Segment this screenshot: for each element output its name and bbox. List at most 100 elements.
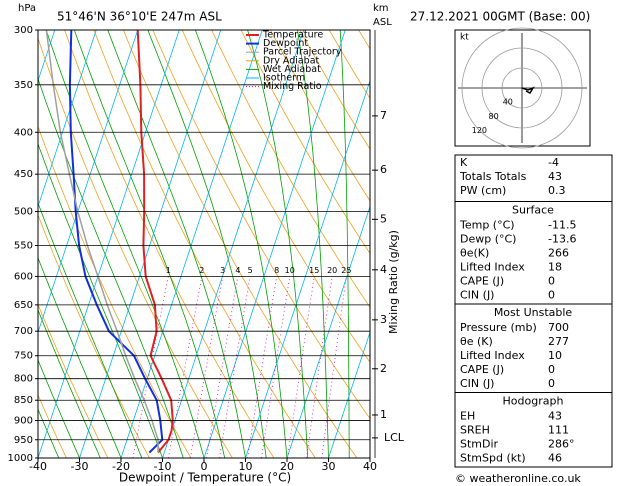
y-tick-label: 800 (14, 374, 33, 385)
wet-adiabat (38, 408, 60, 458)
x-tick-label: -10 (154, 460, 172, 473)
mixing-ratio-line (168, 276, 203, 458)
wet-adiabat (38, 77, 184, 458)
isotherm (245, 79, 370, 458)
index-value: 0 (548, 363, 555, 376)
profile-line (136, 30, 174, 454)
x-tick-label: -40 (29, 460, 47, 473)
legend-label: Isotherm (263, 73, 305, 84)
mixing-ratio-label: 8 (274, 266, 279, 275)
lcl-label: LCL (384, 431, 405, 444)
height-tick-label: 6 (380, 163, 387, 176)
height-tick-label: 3 (380, 313, 387, 326)
index-section (454, 303, 613, 393)
y-tick-label: 550 (14, 240, 33, 251)
mixing-ratio-line (321, 276, 347, 458)
asl-unit: ASL (373, 17, 392, 28)
index-value: 10 (548, 349, 562, 362)
x-tick-label: 10 (239, 460, 253, 473)
height-tick-label: 7 (380, 109, 387, 122)
index-value: 0 (548, 289, 555, 302)
x-tick-label: -20 (112, 460, 130, 473)
index-value: 286° (548, 438, 575, 451)
dry-adiabat (299, 30, 370, 150)
isotherm (79, 30, 222, 458)
wet-adiabat (38, 308, 101, 458)
index-value: 0 (548, 377, 555, 390)
isotherm (203, 30, 346, 458)
plot-frame (37, 29, 371, 459)
index-value: 0 (548, 275, 555, 288)
legend-label: Mixing Ratio (263, 81, 322, 92)
index-section (454, 201, 613, 305)
y-tick-label: 850 (14, 395, 33, 406)
mixing-ratio-label: 4 (235, 266, 240, 275)
y-tick-label: 350 (14, 80, 33, 91)
index-label: Temp (°C) (459, 219, 515, 232)
legend-label: Temperature (262, 30, 323, 41)
dry-adiabat (38, 394, 67, 458)
x-axis-title: Dewpoint / Temperature (°C) (119, 471, 291, 485)
mixing-ratio-label: 25 (341, 266, 351, 275)
isotherm (0, 30, 13, 458)
index-label: PW (cm) (460, 184, 506, 197)
index-value: 277 (548, 335, 569, 348)
index-label: Pressure (mb) (460, 321, 537, 334)
y-tick-label: 500 (14, 207, 33, 218)
profiles (45, 30, 174, 454)
index-section-title: Surface (512, 204, 554, 217)
y-tick-label: 400 (14, 127, 33, 138)
index-section (454, 154, 613, 202)
index-label: EH (460, 410, 475, 423)
hodograph-unit: kt (460, 33, 469, 43)
index-label: K (460, 156, 468, 169)
index-value: 43 (548, 410, 562, 423)
legend-label: Parcel Trajectory (263, 47, 342, 58)
index-value: 0.3 (548, 184, 566, 197)
mixing-ratio-line (132, 276, 169, 458)
mixing-ratio-line (219, 276, 251, 458)
wet-adiabat (74, 30, 226, 458)
index-value: -13.6 (548, 233, 576, 246)
hodograph-ring-label: 40 (503, 98, 513, 107)
isotherm (286, 205, 370, 458)
dry-adiabat (38, 37, 233, 458)
mixing-ratio-label: 2 (199, 266, 204, 275)
mixing-ratio-label: 1 (166, 266, 171, 275)
background-lines (0, 30, 370, 458)
index-label: StmDir (460, 438, 499, 451)
y2-axis-title: Mixing Ratio (g/kg) (387, 230, 400, 334)
index-label: θe (K) (460, 335, 493, 348)
hpa-unit: hPa (18, 3, 36, 14)
mixing-ratio-label: 5 (248, 266, 253, 275)
index-label: StmSpd (kt) (460, 452, 526, 465)
isotherm (38, 30, 97, 208)
dry-adiabat (211, 30, 370, 308)
index-section-title: Most Unstable (494, 306, 573, 319)
x-tick-label: 0 (201, 460, 208, 473)
hodograph-ring-label: 80 (489, 112, 499, 121)
legend-label: Wet Adiabat (263, 64, 321, 75)
x-tick-label: -30 (71, 460, 89, 473)
y-tick-label: 700 (14, 326, 33, 337)
hodograph-ring (501, 67, 543, 109)
mixing-ratio-line (190, 276, 224, 458)
index-label: CIN (J) (460, 289, 494, 302)
wet-adiabat (147, 30, 267, 458)
index-label: Dewp (°C) (460, 233, 516, 246)
index-value: 18 (548, 261, 562, 274)
x-tick-label: 40 (363, 460, 377, 473)
hodograph-ring (481, 47, 563, 129)
height-tick-label: 1 (380, 408, 387, 421)
location: 51°46'N 36°10'E 247m ASL (57, 10, 222, 24)
mixing-ratio-line (206, 276, 239, 458)
index-section (454, 392, 613, 468)
y-tick-label: 750 (14, 351, 33, 362)
index-label: θe(K) (460, 247, 489, 260)
x-tick-label: 30 (322, 460, 336, 473)
index-section-title: Hodograph (503, 395, 564, 408)
y-tick-label: 300 (14, 25, 33, 36)
hodograph-ring-label: 120 (472, 126, 487, 135)
dry-adiabat (240, 30, 370, 255)
